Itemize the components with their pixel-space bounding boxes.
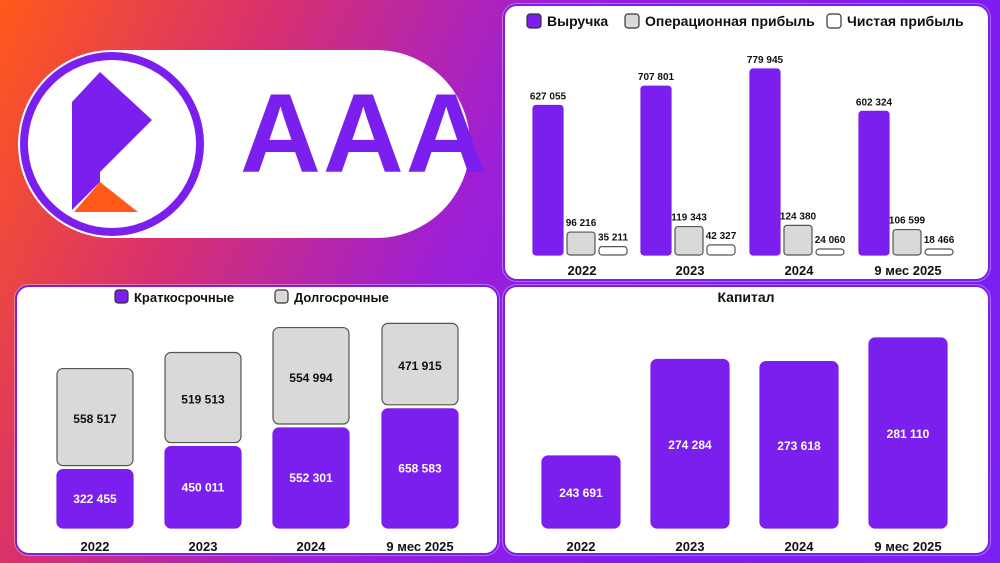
income-bar-2-2 <box>674 225 704 256</box>
income-value-label-2-3: 42 327 <box>706 231 737 242</box>
income-bar-1-3 <box>598 246 628 256</box>
income-bar-4-3 <box>924 248 954 256</box>
income-value-label-4-2: 106 599 <box>889 216 926 227</box>
income-bar-1-2 <box>566 231 596 256</box>
legend-label-2: Операционная прибыль <box>645 13 815 29</box>
income-bar-4-1 <box>858 110 890 256</box>
liab-bar-2-1 <box>164 445 242 529</box>
liab-legend-label-1: Краткосрочные <box>134 290 234 305</box>
income-bar-2-3 <box>706 244 736 256</box>
liab-bar-4-2 <box>381 322 459 406</box>
income-value-label-2-1: 707 801 <box>638 72 675 83</box>
logo-orange-shape <box>74 182 138 212</box>
liab-x-label-3: 2024 <box>297 539 327 553</box>
income-value-label-1-1: 627 055 <box>530 91 567 102</box>
liab-bar-2-2 <box>164 351 242 444</box>
liab-value-label-4-2: 471 915 <box>398 359 442 373</box>
liab-value-label-3-1: 552 301 <box>289 471 333 485</box>
capital-bar-4 <box>868 337 948 529</box>
income-value-label-1-2: 96 216 <box>566 218 597 229</box>
income-bar-3-3 <box>815 248 845 256</box>
liab-value-label-2-2: 519 513 <box>181 393 225 407</box>
capital-title: Капитал <box>717 289 774 305</box>
liab-legend-label-2: Долгосрочные <box>294 290 389 305</box>
liab-bar-3-1 <box>272 427 350 529</box>
income-panel: Выручка Операционная прибыль Чистая прибыл… <box>503 4 990 281</box>
capital-value-label-2: 274 284 <box>668 438 712 452</box>
liab-value-label-2-1: 450 011 <box>182 480 225 494</box>
income-value-label-4-1: 602 324 <box>856 97 893 108</box>
liab-x-label-1: 2022 <box>81 539 110 553</box>
capital-x-label-1: 2022 <box>567 539 596 553</box>
income-value-label-4-3: 18 466 <box>924 235 955 246</box>
income-value-label-3-1: 779 945 <box>747 55 784 66</box>
legend-swatch-1 <box>526 13 542 29</box>
income-x-label-2: 2023 <box>676 263 705 278</box>
liab-value-label-3-2: 554 994 <box>289 371 333 385</box>
liab-legend-swatch-1 <box>114 289 129 304</box>
legend-label-1: Выручка <box>547 13 608 29</box>
income-value-label-2-2: 119 343 <box>671 213 707 224</box>
capital-bar-2 <box>650 358 730 529</box>
capital-x-label-3: 2024 <box>785 539 815 553</box>
capital-chart: Капитал 243 691 2022 274 284 2023 273 618 2024… <box>541 289 948 554</box>
liab-value-label-1-2: 558 517 <box>73 412 117 426</box>
liabilities-panel: Краткосрочные Долгосрочные 322 455 558 517 2… <box>15 285 499 555</box>
income-value-label-1-3: 35 211 <box>598 233 628 244</box>
liab-value-label-1-1: 322 455 <box>73 492 117 506</box>
liab-bar-4-1 <box>381 408 459 529</box>
liab-x-label-2: 2023 <box>189 539 218 553</box>
legend-swatch-3 <box>826 13 842 29</box>
logo-badge <box>20 52 204 236</box>
income-x-label-4: 9 мес 2025 <box>874 263 941 278</box>
capital-bar-3 <box>759 361 839 529</box>
capital-bar-1 <box>541 455 621 529</box>
income-bar-1-1 <box>532 104 564 256</box>
income-bar-3-1 <box>749 68 781 256</box>
capital-value-label-3: 273 618 <box>777 439 821 453</box>
liab-legend-swatch-2 <box>274 289 289 304</box>
capital-x-label-2: 2023 <box>676 539 705 553</box>
rating-text: AAA <box>240 71 489 196</box>
income-value-label-3-3: 24 060 <box>815 235 846 246</box>
capital-value-label-1: 243 691 <box>559 486 603 500</box>
income-chart: Выручка Операционная прибыль Чистая прибыл… <box>526 13 964 278</box>
income-bar-4-2 <box>892 228 922 256</box>
legend-swatch-2 <box>624 13 640 29</box>
capital-x-label-4: 9 мес 2025 <box>874 539 941 553</box>
liab-bar-1-1 <box>56 469 134 529</box>
income-bar-3-2 <box>783 224 813 256</box>
logo-purple-shape <box>72 72 152 210</box>
income-x-label-3: 2024 <box>785 263 815 278</box>
liab-bar-1-2 <box>56 367 134 467</box>
income-value-label-3-2: 124 380 <box>780 211 817 222</box>
legend-label-3: Чистая прибыль <box>847 13 964 29</box>
income-bar-2-1 <box>640 85 672 256</box>
income-x-label-1: 2022 <box>568 263 597 278</box>
company-logo-icon <box>72 72 152 212</box>
liab-x-label-4: 9 мес 2025 <box>386 539 453 553</box>
liabilities-chart: Краткосрочные Долгосрочные 322 455 558 517 2… <box>56 289 459 554</box>
capital-value-label-4: 281 110 <box>887 427 930 441</box>
liab-value-label-4-1: 658 583 <box>398 461 442 475</box>
capital-panel: Капитал 243 691 2022 274 284 2023 273 618 2024… <box>503 285 990 555</box>
liab-bar-3-2 <box>272 326 350 425</box>
